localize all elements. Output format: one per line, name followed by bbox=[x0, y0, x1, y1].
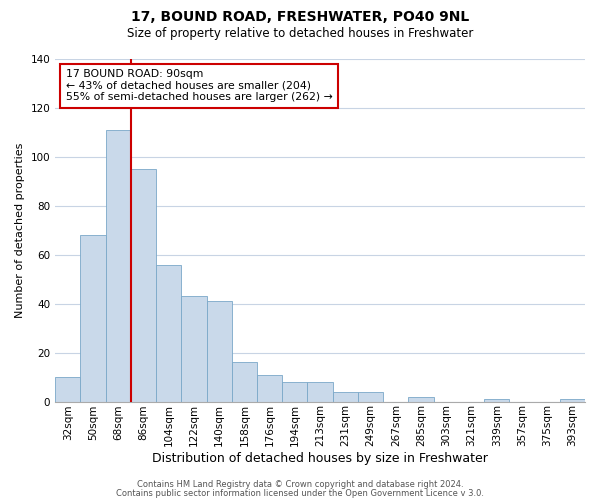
Bar bbox=[181, 296, 206, 402]
Bar bbox=[131, 169, 156, 402]
Bar bbox=[560, 399, 585, 402]
Bar bbox=[307, 382, 332, 402]
Bar bbox=[156, 264, 181, 402]
Bar bbox=[80, 235, 106, 402]
Bar bbox=[206, 301, 232, 402]
Bar bbox=[332, 392, 358, 402]
Bar bbox=[409, 396, 434, 402]
Bar bbox=[232, 362, 257, 402]
X-axis label: Distribution of detached houses by size in Freshwater: Distribution of detached houses by size … bbox=[152, 452, 488, 465]
Text: 17, BOUND ROAD, FRESHWATER, PO40 9NL: 17, BOUND ROAD, FRESHWATER, PO40 9NL bbox=[131, 10, 469, 24]
Text: Contains public sector information licensed under the Open Government Licence v : Contains public sector information licen… bbox=[116, 488, 484, 498]
Bar bbox=[257, 374, 282, 402]
Bar bbox=[106, 130, 131, 402]
Bar bbox=[358, 392, 383, 402]
Text: Contains HM Land Registry data © Crown copyright and database right 2024.: Contains HM Land Registry data © Crown c… bbox=[137, 480, 463, 489]
Text: Size of property relative to detached houses in Freshwater: Size of property relative to detached ho… bbox=[127, 28, 473, 40]
Bar bbox=[55, 377, 80, 402]
Bar bbox=[484, 399, 509, 402]
Y-axis label: Number of detached properties: Number of detached properties bbox=[15, 142, 25, 318]
Text: 17 BOUND ROAD: 90sqm
← 43% of detached houses are smaller (204)
55% of semi-deta: 17 BOUND ROAD: 90sqm ← 43% of detached h… bbox=[66, 70, 332, 102]
Bar bbox=[282, 382, 307, 402]
